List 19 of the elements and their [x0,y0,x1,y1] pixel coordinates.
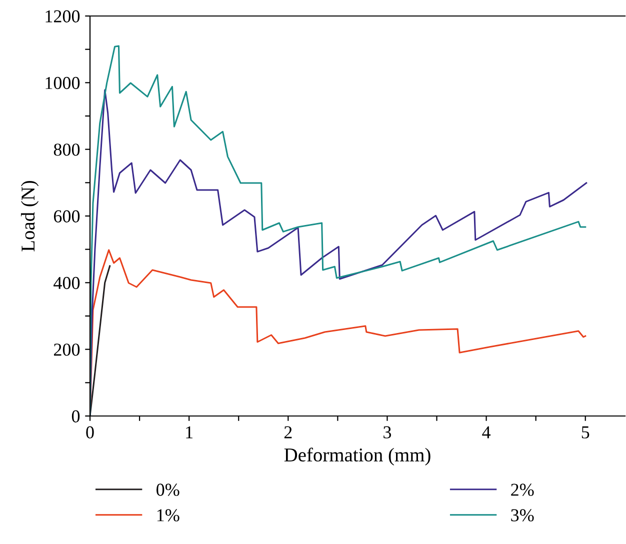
legend-label: 2% [511,484,534,496]
x-tick-label: 0 [86,426,94,438]
x-tick-label: 5 [582,426,590,438]
y-tick-label: 400 [54,276,80,290]
legend-label: 0% [156,484,180,496]
x-axis-title: Deformation (mm) [284,448,430,466]
x-tick-label: 4 [482,426,491,438]
x-tick-label: 1 [186,426,193,438]
x-tick-label: 2 [284,426,292,438]
y-tick-label: 1000 [46,76,80,90]
y-tick-label: 200 [54,344,80,356]
y-axis-title: Load (N) [20,180,39,252]
y-tick-label: 600 [54,210,80,222]
y-tick-label: 0 [72,410,80,422]
x-tick-label: 3 [384,426,392,438]
legend-label: 3% [511,509,534,522]
y-tick-label: 800 [54,144,80,156]
legend-label: 1% [157,509,180,522]
y-tick-label: 1200 [46,10,80,22]
